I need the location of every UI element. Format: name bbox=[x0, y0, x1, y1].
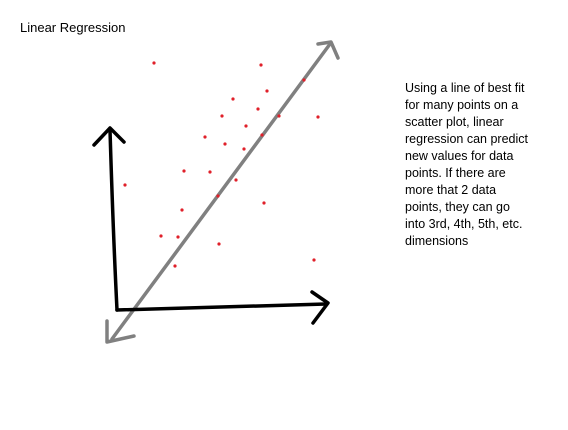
scatter-point bbox=[234, 178, 237, 181]
regression-line bbox=[107, 42, 338, 342]
scatter-point bbox=[180, 208, 183, 211]
scatter-point bbox=[152, 61, 155, 64]
scatter-point bbox=[312, 258, 315, 261]
description-line: for many points on a bbox=[405, 97, 555, 114]
scatter-point bbox=[259, 63, 262, 66]
scatter-point bbox=[265, 89, 268, 92]
description-line: points. If there are bbox=[405, 165, 555, 182]
scatter-point bbox=[217, 242, 220, 245]
scatter-point bbox=[216, 194, 219, 197]
description-line: scatter plot, linear bbox=[405, 114, 555, 131]
scatter-points bbox=[123, 61, 319, 267]
description-line: dimensions bbox=[405, 233, 555, 250]
scatter-point bbox=[223, 142, 226, 145]
scatter-point bbox=[262, 201, 265, 204]
scatter-point bbox=[203, 135, 206, 138]
scatter-point bbox=[231, 97, 234, 100]
scatter-point bbox=[208, 170, 211, 173]
regression-line-shaft bbox=[112, 44, 330, 339]
scatter-point bbox=[260, 133, 263, 136]
scatter-point bbox=[316, 115, 319, 118]
scatter-point bbox=[244, 124, 247, 127]
description-line: new values for data bbox=[405, 148, 555, 165]
description-text: Using a line of best fit for many points … bbox=[405, 80, 555, 250]
scatter-point bbox=[242, 147, 245, 150]
scatter-point bbox=[256, 107, 259, 110]
scatter-point bbox=[173, 264, 176, 267]
x-axis-arrowhead bbox=[312, 292, 328, 323]
description-line: regression can predict bbox=[405, 131, 555, 148]
scatter-point bbox=[182, 169, 185, 172]
scatter-point bbox=[302, 78, 305, 81]
x-axis bbox=[117, 304, 326, 310]
description-line: Using a line of best fit bbox=[405, 80, 555, 97]
scatter-point bbox=[176, 235, 179, 238]
scatter-point bbox=[220, 114, 223, 117]
scatter-point bbox=[123, 183, 126, 186]
scatter-point bbox=[277, 114, 280, 117]
y-axis bbox=[110, 130, 117, 310]
axes bbox=[94, 128, 328, 323]
description-line: points, they can go bbox=[405, 199, 555, 216]
scatter-point bbox=[159, 234, 162, 237]
description-line: more that 2 data bbox=[405, 182, 555, 199]
description-line: into 3rd, 4th, 5th, etc. bbox=[405, 216, 555, 233]
